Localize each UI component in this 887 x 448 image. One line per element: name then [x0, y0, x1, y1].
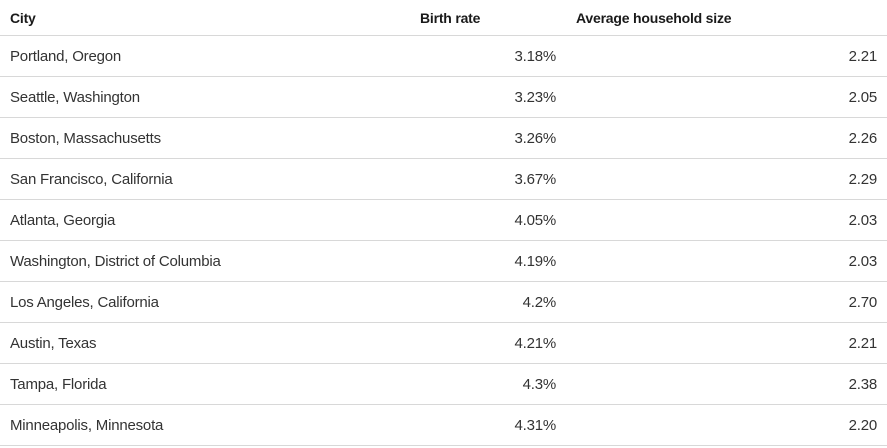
table-body: Portland, Oregon 3.18% 2.21 Seattle, Was… [0, 35, 887, 446]
city-cell: Seattle, Washington [0, 76, 410, 118]
city-cell: San Francisco, California [0, 158, 410, 200]
birth-rate-cell: 4.19% [410, 240, 566, 282]
header-row: City Birth rate Average household size [0, 0, 887, 36]
avg-household-size-cell: 2.38 [566, 363, 887, 405]
city-cell: Portland, Oregon [0, 35, 410, 77]
city-cell: Atlanta, Georgia [0, 199, 410, 241]
birth-rate-cell: 3.67% [410, 158, 566, 200]
table-row: Boston, Massachusetts 3.26% 2.26 [0, 117, 887, 159]
table-row: Austin, Texas 4.21% 2.21 [0, 322, 887, 364]
city-cell: Austin, Texas [0, 322, 410, 364]
avg-household-size-cell: 2.20 [566, 404, 887, 446]
table-row: San Francisco, California 3.67% 2.29 [0, 158, 887, 200]
birth-rate-cell: 4.3% [410, 363, 566, 405]
table-row: Tampa, Florida 4.3% 2.38 [0, 363, 887, 405]
avg-household-size-cell: 2.70 [566, 281, 887, 323]
table-row: Washington, District of Columbia 4.19% 2… [0, 240, 887, 282]
table-row: Los Angeles, California 4.2% 2.70 [0, 281, 887, 323]
city-cell: Boston, Massachusetts [0, 117, 410, 159]
column-header-city: City [0, 0, 410, 36]
table-row: Portland, Oregon 3.18% 2.21 [0, 35, 887, 77]
avg-household-size-cell: 2.21 [566, 322, 887, 364]
city-cell: Los Angeles, California [0, 281, 410, 323]
avg-household-size-cell: 2.03 [566, 199, 887, 241]
birth-rate-cell: 4.05% [410, 199, 566, 241]
avg-household-size-cell: 2.29 [566, 158, 887, 200]
birth-rate-cell: 4.21% [410, 322, 566, 364]
birth-rate-cell: 3.26% [410, 117, 566, 159]
avg-household-size-cell: 2.05 [566, 76, 887, 118]
table-row: Atlanta, Georgia 4.05% 2.03 [0, 199, 887, 241]
table-row: Minneapolis, Minnesota 4.31% 2.20 [0, 404, 887, 446]
column-header-avg-household-size: Average household size [566, 0, 887, 36]
city-cell: Washington, District of Columbia [0, 240, 410, 282]
birth-rate-cell: 3.18% [410, 35, 566, 77]
birth-rate-cell: 3.23% [410, 76, 566, 118]
table-row: Seattle, Washington 3.23% 2.05 [0, 76, 887, 118]
city-cell: Tampa, Florida [0, 363, 410, 405]
birth-rate-cell: 4.2% [410, 281, 566, 323]
city-cell: Minneapolis, Minnesota [0, 404, 410, 446]
avg-household-size-cell: 2.21 [566, 35, 887, 77]
column-header-birth-rate: Birth rate [410, 0, 566, 36]
birth-rate-cell: 4.31% [410, 404, 566, 446]
avg-household-size-cell: 2.03 [566, 240, 887, 282]
avg-household-size-cell: 2.26 [566, 117, 887, 159]
